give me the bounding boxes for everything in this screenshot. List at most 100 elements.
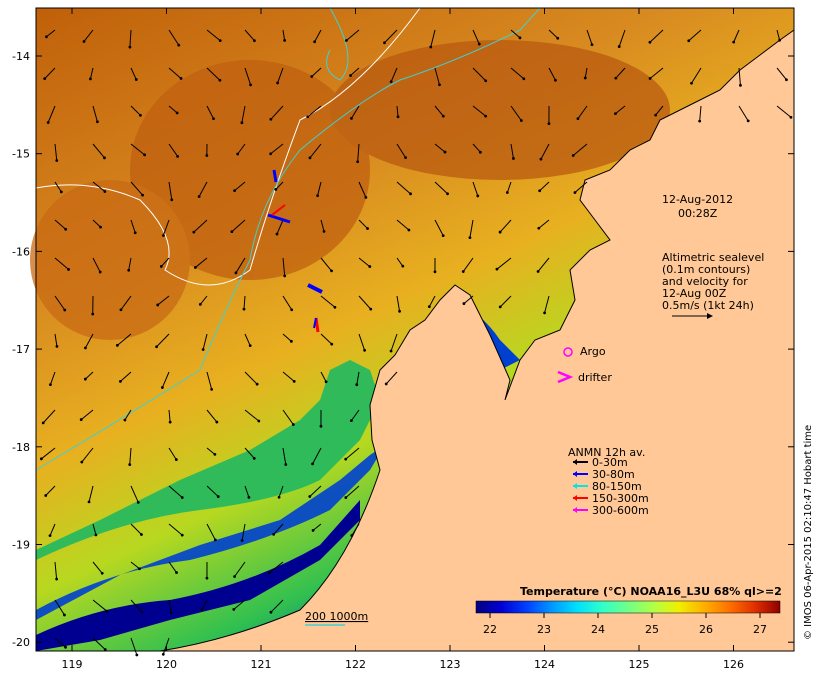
velocity-arrow-icon [510,29,521,39]
velocity-arrow-head-icon [746,119,750,123]
legend-item-label: 0-30m [592,456,628,469]
credit-text: © IMOS 06-Apr-2015 02:10:47 Hobart time [803,425,814,640]
velocity-arrow-head-icon [55,344,59,348]
velocity-arrow-head-icon [100,571,104,575]
lon-tick-label: 125 [629,658,650,671]
velocity-arrow-head-icon [276,81,279,85]
velocity-arrow-icon [275,181,284,190]
velocity-arrow-head-icon [176,154,180,158]
velocity-arrow-head-icon [103,648,107,651]
velocity-arrow-head-icon [233,189,237,193]
velocity-arrow-head-icon [478,150,482,154]
velocity-arrow-head-icon [99,225,102,229]
velocity-arrow-head-icon [291,423,295,426]
velocity-arrow-head-icon [522,77,526,81]
velocity-arrow-head-icon [80,460,84,464]
velocity-arrow-icon [320,219,325,232]
velocity-arrow-head-icon [49,383,52,387]
velocity-arrow-icon [510,143,514,159]
sealevel-contours [35,7,421,286]
velocity-arrow-head-icon [654,113,658,117]
legend-item-label: 150-300m [592,492,649,505]
velocity-arrow-icon [206,371,213,390]
legend-title: ANMN 12h av. [568,446,645,459]
velocity-arrow-head-icon [350,116,353,120]
velocity-arrow-icon [130,105,141,116]
velocity-arrow-icon [350,67,360,76]
velocity-arrow-head-icon [135,653,139,657]
velocity-arrow-head-icon [119,308,123,312]
legend-item-label: 30-80m [592,468,635,481]
velocity-arrow-head-icon [55,159,59,162]
velocity-arrow-head-icon [283,38,287,42]
velocity-arrow-head-icon [384,382,388,386]
velocity-arrow-head-icon [161,234,165,237]
velocity-arrow-head-icon [210,387,214,391]
velocity-arrow-head-icon [571,154,575,157]
velocity-arrow-head-icon [96,120,99,124]
drifter-label: drifter [578,371,612,384]
velocity-arrow-icon [130,485,139,503]
velocity-arrow-icon [201,599,208,610]
altimetry-note-line: Altimetric sealevel [662,251,764,264]
velocity-arrow-head-icon [175,571,178,574]
velocity-arrow-head-icon [94,533,98,537]
timestamp-time: 00:28Z [678,207,718,220]
velocity-arrow-icon [54,637,66,648]
velocity-arrow-head-icon [141,193,144,197]
velocity-arrow-icon [309,143,322,159]
velocity-arrow-head-icon [272,532,276,536]
velocity-arrow-head-icon [98,270,102,274]
velocity-arrow-head-icon [160,386,164,389]
velocity-arrow-head-icon [556,36,560,40]
velocity-arrow-head-icon [438,83,441,87]
velocity-arrow-icon [54,143,58,161]
velocity-arrow-head-icon [252,456,256,460]
velocity-arrow-icon [396,257,404,267]
velocity-arrow-head-icon [477,42,481,46]
velocity-arrow-head-icon [43,77,47,81]
velocity-arrow-head-icon [170,198,174,202]
velocity-arrow-icon [54,333,58,347]
velocity-arrow-icon [430,29,436,48]
velocity-arrow-icon [351,523,360,536]
velocity-arrow-head-icon [648,77,652,80]
velocity-arrow-icon [434,219,444,236]
timestamp-date: 12-Aug-2012 [662,193,733,206]
velocity-arrow-head-icon [236,152,240,156]
velocity-arrow-icon [273,523,284,535]
velocity-arrow-icon [193,219,208,233]
velocity-arrow-head-icon [180,496,184,499]
legend-item-label: 80-150m [592,480,642,493]
lat-tick-label: -17 [12,343,30,356]
velocity-arrow-icon [270,143,284,155]
velocity-arrow-head-icon [128,463,132,466]
velocity-arrow-icon [548,29,559,39]
legend-arrow-head-icon [573,459,577,465]
colorbar-tick-label: 26 [699,623,713,636]
velocity-arrow-icon [615,67,626,79]
velocity-arrow-head-icon [505,191,509,194]
velocity-arrow-head-icon [739,83,742,87]
velocity-arrow-head-icon [344,496,348,499]
velocity-arrow-head-icon [177,43,181,47]
velocity-arrow-icon [472,143,481,153]
velocity-arrow-head-icon [205,576,209,580]
velocity-arrow-head-icon [255,382,259,386]
colorbar-ticks: 22 23 24 25 26 27 [483,613,767,636]
velocity-arrow-icon [206,447,216,455]
velocity-arrow-head-icon [133,231,137,235]
velocity-arrow-icon [92,599,108,612]
altimetry-note: Altimetric sealevel (0.1m contours) and … [662,251,764,319]
velocity-arrow-icon [195,257,208,268]
velocity-arrow-head-icon [269,152,273,156]
velocity-arrow-icon [320,333,333,345]
velocity-arrow-icon [168,599,172,613]
velocity-arrow-icon [277,67,284,84]
velocity-arrow-icon [472,105,486,117]
velocity-arrow-icon [538,219,550,229]
velocity-arrow-head-icon [242,307,246,311]
velocity-arrow-head-icon [476,194,480,198]
velocity-arrow-head-icon [356,160,360,164]
